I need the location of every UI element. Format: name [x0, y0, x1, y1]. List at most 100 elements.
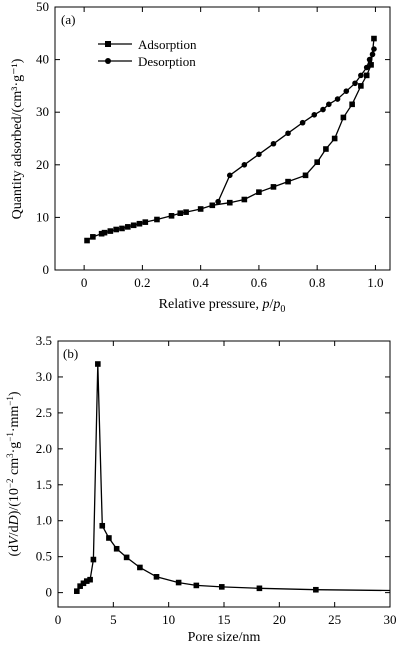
panel-a-series-1-point: [241, 162, 248, 168]
panel-a-series-0-point: [154, 216, 160, 223]
panel-a-series-0-point: [270, 184, 277, 190]
panel-a-series-1-point: [299, 119, 306, 126]
panel-a-y-tick-label: 0: [43, 262, 50, 277]
panel-a-x-axis-title: Relative pressure, p/p0: [159, 297, 286, 315]
panel-b-series-0-point: [113, 545, 120, 552]
panel-a-x-tick-label: 1.0: [367, 275, 383, 290]
panel-a-series-0-point: [358, 83, 364, 89]
panel-a-isotherm-chart: 0 0.2 0.4 0.6 0.8 1.0 0 10 20 30 40 50 (a) Adsorpt…: [10, 0, 391, 315]
panel-b-series-0-point: [256, 585, 263, 592]
legend-adsorption-marker: [105, 41, 111, 47]
panel-b-series-0-point: [193, 582, 200, 589]
panel-b-x-tick-label: 0: [55, 612, 62, 627]
panel-a-series-1-point: [369, 51, 376, 58]
panel-a-series-0-point: [119, 225, 125, 232]
panel-b-series-0-point: [87, 576, 93, 583]
panel-a-plot-frame: [54, 6, 391, 271]
panel-a-series-0-point: [314, 159, 320, 165]
panel-b-series-0-point: [77, 583, 83, 589]
panel-a-series-0-point: [323, 146, 329, 152]
panel-a-series-1-point: [311, 112, 318, 118]
panel-a-series-1-point: [366, 56, 373, 63]
panel-a-series-0-point: [113, 226, 119, 233]
panel-a-series-1-point: [215, 198, 221, 205]
legend-desorption-label: Desorption: [138, 54, 196, 69]
panel-a-y-tick-label: 30: [36, 104, 49, 119]
panel-b-label: (b): [63, 346, 78, 361]
panel-b-series-0-point: [175, 579, 182, 586]
panel-b-plot-frame: [57, 340, 391, 608]
panel-a-series-1-point: [363, 64, 370, 71]
panel-a-series-1-point: [334, 96, 341, 102]
panel-b-y-tick-label: 3.5: [36, 333, 52, 348]
panel-b-y-tick-label: 0.5: [36, 549, 52, 564]
panel-b-y-tick-label: 3.0: [36, 369, 52, 384]
panel-a-legend: Adsorption Desorption: [98, 37, 197, 69]
panel-a-series-1-point: [371, 46, 377, 52]
panel-b-y-axis-title: (dV/dD)/(10−2 cm3·g−1·mm−1): [5, 391, 22, 556]
panel-a-y-tick-label: 10: [36, 209, 49, 224]
panel-a-series-0-point: [285, 178, 291, 185]
panel-a-x-ticks: 0 0.2 0.4 0.6 0.8 1.0: [81, 7, 384, 290]
panel-b-series-0-point: [90, 556, 97, 563]
panel-a-series-1-point: [256, 151, 262, 158]
panel-a-series-0-point: [101, 229, 108, 236]
panel-b-y-tick-label: 2.0: [36, 441, 52, 456]
panel-a-series-0-point: [168, 213, 175, 219]
panel-a-series-0-point: [340, 114, 347, 121]
panel-b-pore-size-chart: 0 5 10 15 20 25 30 00.51.01.52.02.53.03.5 (b) …: [5, 333, 397, 645]
panel-a-series: [84, 35, 377, 244]
panel-b-y-tick-label: 0: [46, 585, 53, 600]
panel-a-series-0-point: [107, 228, 114, 234]
panel-a-series-0-point: [183, 209, 189, 215]
panel-b-y-tick-label: 1.5: [36, 477, 52, 492]
panel-a-label: (a): [61, 12, 75, 27]
panel-a-series-0-point: [209, 202, 216, 209]
panel-a-y-tick-label: 50: [36, 0, 49, 14]
panel-b-series-0-point: [106, 535, 112, 541]
panel-a-series-0-point: [226, 199, 233, 206]
panel-a-x-tick-label: 0.4: [193, 275, 210, 290]
panel-a-series-1-point: [226, 172, 233, 179]
panel-a-series-0-point: [130, 222, 137, 229]
panel-a-series-0-point: [331, 135, 338, 142]
legend-desorption-marker: [105, 58, 111, 64]
panel-b-series-0-point: [80, 580, 87, 587]
legend-adsorption-label: Adsorption: [138, 37, 197, 52]
panel-a-x-tick-label: 0.2: [134, 275, 150, 290]
panel-a-series-0-point: [90, 234, 96, 240]
panel-b-x-ticks: 0 5 10 15 20 25 30: [55, 341, 397, 627]
panel-b-series-0-point: [74, 588, 80, 594]
panel-a-series-0-point: [125, 224, 131, 230]
panel-b-series: [74, 361, 391, 594]
panel-a-series-1-point: [320, 106, 326, 113]
panel-b-x-tick-label: 20: [273, 612, 286, 627]
panel-a-series-0-point: [177, 210, 184, 216]
panel-b-series-0-point: [83, 578, 90, 584]
panel-a-series-0-point: [142, 219, 149, 225]
panel-b-series-0-line: [76, 363, 391, 592]
panel-a-series-0-point: [197, 206, 204, 212]
panel-a-x-tick-label: 0.6: [251, 275, 268, 290]
panel-a-series-0-point: [363, 72, 370, 79]
panel-a-series-1-point: [343, 88, 350, 94]
panel-b-x-tick-label: 25: [328, 612, 341, 627]
panel-a-series-0-point: [136, 220, 143, 227]
panel-a-series-1-point: [326, 101, 332, 108]
panel-a-series-1-point: [270, 140, 277, 147]
panel-a-series-0-point: [98, 230, 105, 237]
panel-b-x-tick-label: 15: [218, 612, 231, 627]
panel-a-series-0-point: [368, 62, 374, 68]
panel-b-series-0-point: [218, 584, 225, 590]
panel-a-series-0-point: [371, 35, 377, 42]
panel-a-series-0-point: [241, 196, 248, 203]
panel-b-series-0-point: [153, 574, 160, 580]
panel-b-y-tick-label: 1.0: [36, 513, 52, 528]
panel-b-x-tick-label: 30: [384, 612, 397, 627]
panel-b-x-tick-label: 10: [162, 612, 175, 627]
panel-b-series-0-point: [123, 554, 130, 561]
panel-a-y-ticks: 0 10 20 30 40 50: [36, 0, 390, 277]
panel-b-y-ticks: 0 0.5 1.0 1.5 2.0 2.5 3.0 3.5: [36, 333, 390, 600]
panel-a-series-0-point: [84, 237, 90, 244]
